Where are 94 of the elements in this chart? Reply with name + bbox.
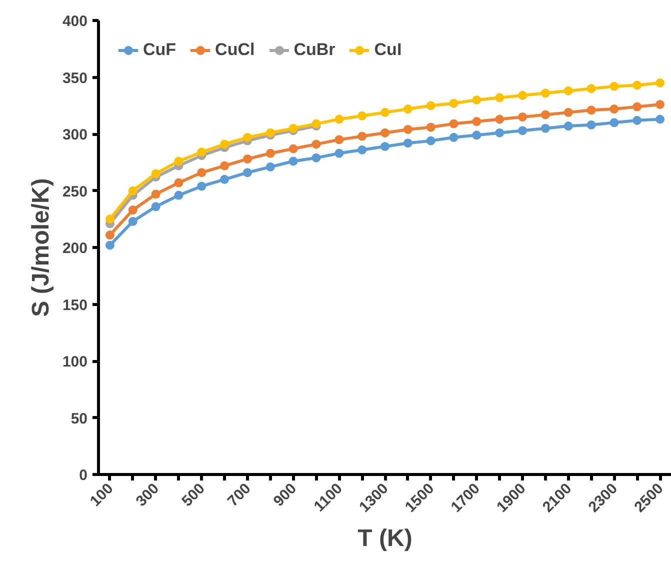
x-tick-label: 300 bbox=[132, 480, 163, 510]
point bbox=[174, 190, 184, 200]
point bbox=[288, 144, 298, 154]
point bbox=[266, 148, 275, 158]
point bbox=[105, 214, 114, 224]
point bbox=[495, 128, 504, 138]
point bbox=[266, 162, 275, 172]
point bbox=[632, 102, 642, 112]
point bbox=[151, 169, 160, 178]
y-tick-label: 50 bbox=[70, 410, 88, 428]
point bbox=[105, 240, 114, 250]
y-tick-label: 150 bbox=[62, 296, 88, 314]
point bbox=[197, 182, 206, 191]
point bbox=[564, 86, 573, 96]
point bbox=[358, 145, 367, 154]
y-tick-label: 100 bbox=[62, 354, 88, 370]
point bbox=[197, 148, 206, 157]
point bbox=[518, 112, 528, 122]
point bbox=[242, 168, 252, 178]
legend-label: CuI bbox=[374, 40, 402, 60]
point bbox=[312, 153, 321, 162]
point bbox=[564, 108, 573, 117]
point bbox=[334, 148, 344, 158]
point bbox=[128, 186, 138, 196]
point bbox=[564, 122, 573, 131]
y-tick-label: 0 bbox=[79, 467, 88, 484]
point bbox=[610, 118, 619, 128]
point bbox=[174, 178, 184, 188]
point bbox=[380, 108, 390, 117]
point bbox=[266, 128, 275, 138]
point bbox=[449, 119, 458, 128]
point bbox=[174, 156, 184, 166]
point bbox=[656, 100, 665, 109]
point bbox=[540, 124, 550, 133]
point bbox=[220, 174, 230, 184]
x-tick-label: 500 bbox=[178, 480, 208, 510]
point bbox=[105, 230, 114, 240]
y-tick-label: 200 bbox=[62, 240, 88, 257]
point bbox=[518, 90, 528, 100]
point bbox=[426, 136, 436, 146]
legend-label: CuF bbox=[143, 40, 176, 60]
point bbox=[151, 190, 160, 199]
point bbox=[540, 110, 550, 120]
point bbox=[586, 84, 596, 94]
point bbox=[403, 104, 412, 114]
point bbox=[380, 128, 390, 138]
point bbox=[403, 138, 412, 148]
point bbox=[540, 88, 550, 98]
point bbox=[656, 114, 665, 124]
point bbox=[334, 114, 344, 124]
point bbox=[312, 140, 321, 149]
x-axis-title: T (K) bbox=[358, 524, 412, 552]
point bbox=[518, 126, 528, 136]
point bbox=[197, 168, 206, 178]
legend-label: CuBr bbox=[294, 40, 336, 60]
point bbox=[358, 111, 367, 120]
point bbox=[426, 101, 436, 110]
point bbox=[449, 132, 458, 142]
point bbox=[656, 78, 665, 88]
y-axis-title: S (J/mole/K) bbox=[27, 178, 54, 317]
point bbox=[472, 130, 482, 140]
point bbox=[334, 135, 344, 144]
legend-label: CuCl bbox=[215, 40, 255, 60]
point bbox=[632, 116, 642, 125]
point bbox=[632, 80, 642, 90]
point bbox=[242, 132, 252, 142]
point bbox=[586, 120, 596, 130]
point bbox=[288, 156, 298, 166]
x-tick-label: 700 bbox=[224, 480, 254, 510]
point bbox=[380, 142, 390, 151]
point bbox=[495, 114, 504, 124]
point bbox=[610, 104, 619, 114]
point bbox=[472, 117, 482, 126]
point bbox=[358, 132, 367, 141]
point bbox=[288, 124, 298, 133]
y-tick-label: 400 bbox=[62, 13, 88, 30]
point bbox=[472, 95, 482, 104]
point bbox=[220, 140, 230, 149]
y-tick-label: 350 bbox=[62, 70, 88, 87]
point bbox=[426, 122, 436, 132]
y-tick-label: 250 bbox=[62, 183, 88, 200]
point bbox=[220, 161, 230, 170]
point bbox=[449, 98, 458, 108]
point bbox=[586, 106, 596, 115]
point bbox=[151, 202, 160, 212]
point bbox=[495, 93, 504, 102]
point bbox=[312, 119, 321, 128]
point bbox=[128, 206, 138, 215]
point bbox=[242, 154, 252, 164]
point bbox=[403, 124, 412, 134]
point bbox=[610, 82, 619, 91]
point bbox=[128, 216, 138, 226]
y-tick-label: 300 bbox=[62, 126, 88, 144]
x-tick-label: 900 bbox=[270, 480, 300, 510]
